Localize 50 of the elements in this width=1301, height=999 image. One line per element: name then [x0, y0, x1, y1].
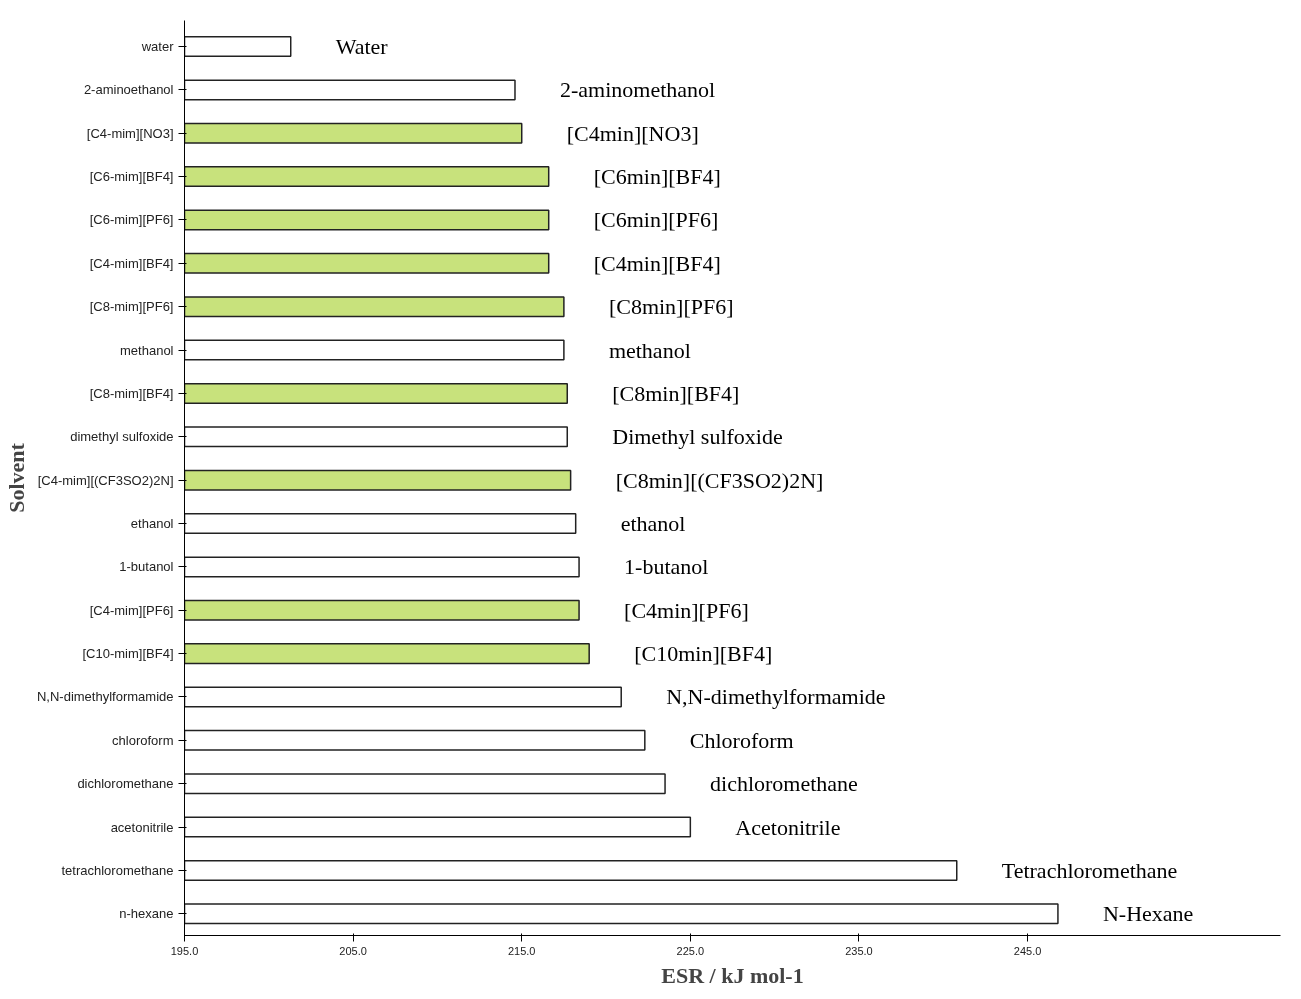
y-tick-label: acetonitrile — [110, 819, 174, 835]
y-tick-label: [C8-mim][PF6] — [89, 299, 174, 315]
annotation: Acetonitrile — [735, 814, 841, 840]
annotation: Chloroform — [689, 727, 794, 753]
annotation: [C4min][BF4] — [593, 250, 721, 276]
annotation: ethanol — [620, 511, 686, 537]
annotation: [C6min][PF6] — [593, 207, 719, 233]
annotation: [C8min][BF4] — [612, 380, 740, 406]
annotation: N,N-dimethylformamide — [666, 684, 886, 710]
y-tick-label: dimethyl sulfoxide — [70, 429, 174, 445]
annotation: 1-butanol — [624, 554, 709, 580]
y-tick-label: [C10-mim][BF4] — [82, 646, 174, 662]
y-tick-label: [C8-mim][BF4] — [89, 385, 174, 401]
annotation: Dimethyl sulfoxide — [612, 424, 783, 450]
y-tick-label: dichloromethane — [77, 776, 174, 792]
annotation: 2-aminomethanol — [559, 77, 716, 103]
y-tick-label: ethanol — [130, 516, 174, 532]
x-tick-label: 215.0 — [507, 944, 536, 957]
annotation: [C8min][(CF3SO2)2N] — [615, 467, 824, 493]
y-tick-label: 2-aminoethanol — [83, 82, 174, 98]
annotation: [C6min][BF4] — [593, 164, 721, 190]
x-tick-label: 205.0 — [339, 944, 367, 957]
annotation: N-Hexane — [1102, 901, 1194, 927]
x-tick-label: 235.0 — [845, 944, 873, 957]
x-axis-title: ESR / kJ mol-1 — [661, 962, 804, 988]
y-tick-label: [C4-mim][PF6] — [89, 602, 174, 618]
y-tick-label: 1-butanol — [119, 559, 174, 575]
y-tick-label: [C4-mim][BF4] — [89, 255, 174, 271]
annotation: [C4min][PF6] — [624, 597, 749, 623]
annotation: Water — [335, 34, 389, 60]
annotation: methanol — [608, 337, 691, 363]
x-tick-label: 245.0 — [1013, 944, 1042, 957]
y-tick-label: [C4-mim][NO3] — [86, 125, 174, 141]
annotation: [C4min][NO3] — [566, 120, 699, 146]
x-tick-label: 225.0 — [676, 944, 705, 957]
annotation: [C8min][PF6] — [608, 294, 734, 320]
x-tick-label: 195.0 — [170, 944, 199, 957]
y-tick-label: chloroform — [112, 732, 174, 748]
y-tick-label: methanol — [120, 342, 174, 358]
y-tick-label: tetrachloromethane — [61, 862, 174, 878]
y-tick-label: N,N-dimethylformamide — [36, 689, 174, 705]
annotation: dichloromethane — [710, 771, 858, 797]
annotation: [C10min][BF4] — [634, 641, 773, 667]
y-tick-label: [C6-mim][PF6] — [89, 212, 174, 228]
y-tick-label: n-hexane — [119, 906, 174, 922]
y-axis-title: Solvent — [3, 442, 29, 513]
y-tick-label: [C4-mim][(CF3SO2)2N] — [37, 472, 174, 488]
y-tick-label: water — [140, 39, 175, 55]
annotation: Tetrachloromethane — [1001, 857, 1178, 883]
y-tick-label: [C6-mim][BF4] — [89, 169, 174, 185]
